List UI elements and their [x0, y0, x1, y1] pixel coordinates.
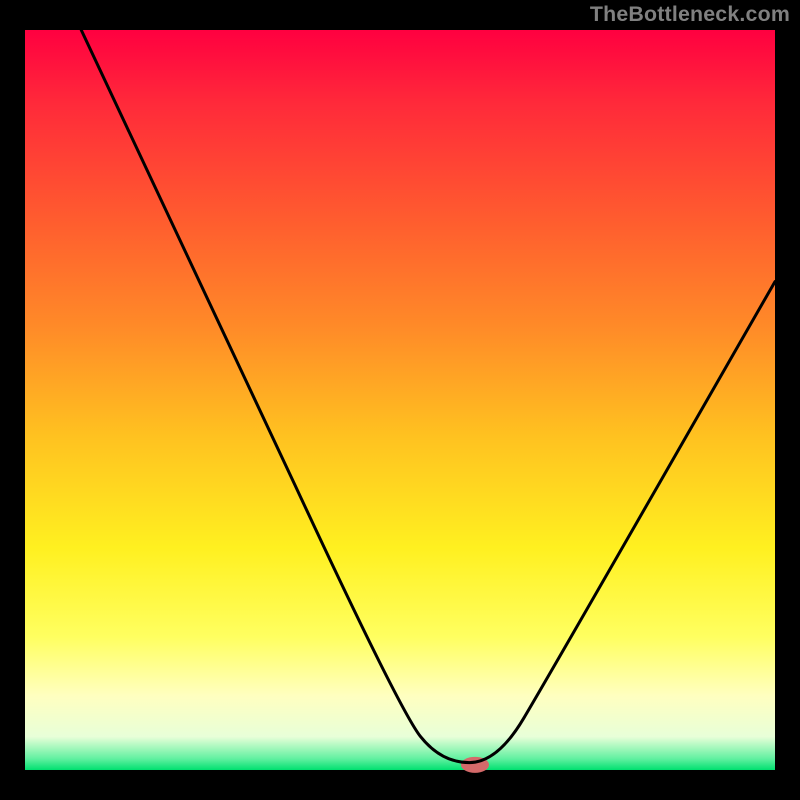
watermark-label: TheBottleneck.com	[590, 2, 790, 27]
chart-frame: TheBottleneck.com	[0, 0, 800, 800]
chart-svg	[0, 0, 800, 800]
plot-background	[25, 30, 775, 770]
